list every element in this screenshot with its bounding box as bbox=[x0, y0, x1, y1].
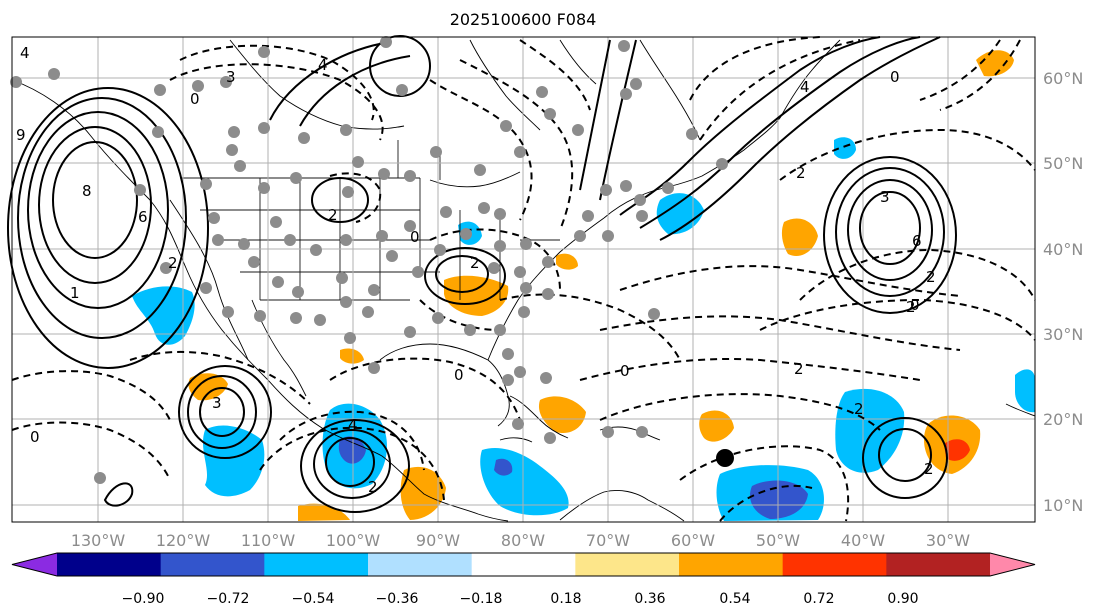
contour-label: 1 bbox=[70, 284, 80, 302]
colorbar-tick: 0.72 bbox=[803, 591, 834, 607]
colorbar-tick: 0.54 bbox=[719, 591, 750, 607]
lat-label: 50°N bbox=[1043, 154, 1083, 173]
contour-label: 2 bbox=[368, 478, 378, 496]
pos-area-caribbean bbox=[538, 396, 586, 434]
lat-label: 30°N bbox=[1043, 325, 1083, 344]
storm-center-marker bbox=[716, 449, 734, 467]
lon-label: 120°W bbox=[156, 531, 211, 550]
neg-area-far-east bbox=[1015, 369, 1035, 413]
contour-label: 0 bbox=[410, 228, 420, 246]
neg-area-baja bbox=[202, 425, 265, 497]
contour-label: 2 bbox=[906, 298, 916, 316]
contour-label: 4 bbox=[800, 78, 810, 96]
contour-label: 4 bbox=[20, 44, 30, 62]
contour-label: 2 bbox=[926, 268, 936, 286]
lon-label: 100°W bbox=[326, 531, 381, 550]
contour-label: 8 bbox=[82, 182, 92, 200]
neg-area-atlantic-east bbox=[835, 388, 905, 473]
pos-area-far-north bbox=[976, 50, 1014, 77]
contour-label: 6 bbox=[138, 208, 148, 226]
pos-area-atlantic-tropics bbox=[699, 410, 734, 442]
lon-label: 70°W bbox=[586, 531, 630, 550]
lat-label: 10°N bbox=[1043, 496, 1083, 515]
colorbar-segment bbox=[160, 553, 265, 576]
map-area: 4 9 8 6 2 0 3 4 0 2 2 4 2 4 0 3 2 6 2 0 … bbox=[7, 35, 1036, 523]
colorbar-tick: 0.36 bbox=[634, 591, 665, 607]
longitude-labels: 130°W 120°W 110°W 100°W 90°W 80°W 70°W 6… bbox=[71, 531, 970, 550]
colorbar-outline bbox=[11, 552, 1036, 577]
lon-label: 60°W bbox=[671, 531, 715, 550]
lon-label: 30°W bbox=[926, 531, 970, 550]
colorbar-extend-low bbox=[12, 553, 57, 576]
colorbar-tick: −0.72 bbox=[207, 591, 250, 607]
colorbar-segment bbox=[264, 553, 369, 576]
contour-labels: 4 9 8 6 2 0 3 4 0 2 2 4 2 4 0 3 2 6 2 0 … bbox=[16, 44, 936, 496]
neg-area-mexico-core bbox=[338, 436, 366, 464]
lat-label: 40°N bbox=[1043, 240, 1083, 259]
contour-label: 3 bbox=[226, 68, 236, 86]
dashed-contours bbox=[11, 36, 1036, 522]
contour-label: 0 bbox=[620, 362, 630, 380]
pos-area-mid-atlantic bbox=[781, 218, 818, 256]
contour-label: 3 bbox=[212, 394, 222, 412]
lon-label: 110°W bbox=[241, 531, 296, 550]
colorbar-segment bbox=[575, 553, 680, 576]
colorbar bbox=[11, 552, 1036, 577]
contour-label: 0 bbox=[190, 90, 200, 108]
contour-label: 9 bbox=[16, 126, 26, 144]
colorbar-tick: −0.36 bbox=[376, 591, 419, 607]
contour-label: 2 bbox=[924, 460, 934, 478]
contour-label: 0 bbox=[910, 296, 920, 314]
contour-label: 0 bbox=[454, 366, 464, 384]
contour-label: 3 bbox=[880, 188, 890, 206]
pos-area-east-atlantic-core bbox=[944, 439, 970, 461]
lat-label: 60°N bbox=[1043, 69, 1083, 88]
contour-label: 6 bbox=[912, 232, 922, 250]
contour-label: 2 bbox=[794, 360, 804, 378]
contour-label: 4 bbox=[348, 416, 358, 434]
lon-label: 80°W bbox=[501, 531, 545, 550]
colorbar-tick: −0.18 bbox=[460, 591, 503, 607]
latitude-labels: 60°N 50°N 40°N 30°N 20°N 10°N bbox=[1043, 69, 1083, 515]
pos-area-gulf bbox=[340, 348, 364, 364]
contour-label: 2 bbox=[328, 206, 338, 224]
shaded-anomaly-fields bbox=[132, 137, 1035, 521]
map-frame bbox=[11, 36, 1036, 523]
solid-contours bbox=[7, 35, 957, 513]
contour-label: 2 bbox=[796, 164, 806, 182]
colorbar-tick: −0.90 bbox=[122, 591, 165, 607]
neg-area-caribbean-core bbox=[494, 458, 513, 476]
pos-area-eastcoast bbox=[556, 253, 578, 270]
lat-label: 20°N bbox=[1043, 410, 1083, 429]
colorbar-extend-high bbox=[990, 553, 1035, 576]
lon-label: 50°W bbox=[756, 531, 800, 550]
pos-area-pacific-south bbox=[298, 503, 350, 521]
colorbar-tick: −0.54 bbox=[292, 591, 335, 607]
colorbar-segment bbox=[368, 553, 473, 576]
contour-label: 2 bbox=[854, 400, 864, 418]
lon-label: 90°W bbox=[416, 531, 460, 550]
contour-label: 0 bbox=[30, 428, 40, 446]
contour-label: 2 bbox=[470, 254, 480, 272]
colorbar-segment bbox=[782, 553, 887, 576]
colorbar-tick: 0.90 bbox=[887, 591, 918, 607]
colorbar-segment bbox=[57, 553, 162, 576]
contour-label: 0 bbox=[890, 68, 900, 86]
contour-label: 2 bbox=[168, 254, 178, 272]
colorbar-tick-labels: −0.90 −0.72 −0.54 −0.36 −0.18 0.18 0.36 … bbox=[122, 591, 919, 607]
lon-label: 40°W bbox=[841, 531, 885, 550]
neg-area-nw-atlantic bbox=[834, 137, 856, 159]
colorbar-segment bbox=[679, 553, 784, 576]
lon-label: 130°W bbox=[71, 531, 126, 550]
map-title: 2025100600 F084 bbox=[450, 10, 597, 29]
colorbar-tick: 0.18 bbox=[550, 591, 581, 607]
colorbar-segment bbox=[471, 553, 576, 576]
neg-area-newfoundland bbox=[656, 193, 704, 235]
neg-area-pacific-west bbox=[132, 286, 195, 345]
pos-area-pacific bbox=[188, 373, 228, 401]
colorbar-segment bbox=[886, 553, 991, 576]
observation-stations bbox=[10, 36, 728, 484]
contour-label: 4 bbox=[318, 56, 328, 74]
